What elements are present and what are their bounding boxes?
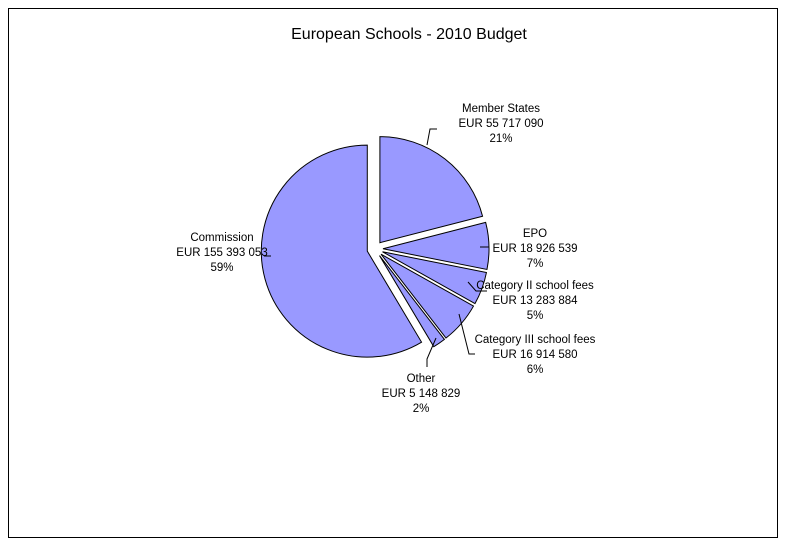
leader-line xyxy=(458,313,475,355)
slice-label-name: Category II school fees xyxy=(476,280,594,292)
pie-slice-category-ii-school-fees xyxy=(382,251,488,305)
pie-slice-other xyxy=(379,255,446,348)
slice-label-name: Category III school fees xyxy=(475,334,596,346)
slice-label-percent: 21% xyxy=(489,133,512,145)
pie-chart: European Schools - 2010 Budget Member St… xyxy=(176,26,596,415)
slice-label: Member States EUR 55 717 090 21% xyxy=(458,103,543,145)
slice-label-name: Other xyxy=(407,373,436,385)
slice-label-value-text: EUR 155 393 053 xyxy=(176,247,267,259)
slice-label-value-text: EUR 18 926 539 xyxy=(492,243,577,255)
pie-slice-epo xyxy=(382,221,490,271)
slice-label-name: Member States xyxy=(462,103,540,115)
pie-slice-member-states xyxy=(379,136,484,244)
slice-label: Category III school fees EUR 16 914 580 6% xyxy=(475,334,596,376)
chart-title: European Schools - 2010 Budget xyxy=(291,26,527,43)
pie-slice-commission xyxy=(260,144,423,358)
slice-label-name: Commission xyxy=(190,232,253,244)
slice-label-value-text: EUR 55 717 090 xyxy=(458,118,543,130)
slice-label-percent: 6% xyxy=(527,364,544,376)
slice-label-value-text: EUR 13 283 884 xyxy=(492,295,578,307)
slice-label: Other EUR 5 148 829 2% xyxy=(382,373,461,415)
chart-area: European Schools - 2010 Budget Member St… xyxy=(8,8,778,538)
slice-label-percent: 59% xyxy=(210,262,233,274)
slice-label-value-text: EUR 16 914 580 xyxy=(492,349,577,361)
leader-line xyxy=(467,281,487,292)
slice-label-percent: 2% xyxy=(413,403,430,415)
slice-label: Category II school fees EUR 13 283 884 5% xyxy=(476,280,594,322)
slice-label-percent: 5% xyxy=(527,310,544,322)
leader-line xyxy=(426,128,437,146)
leader-line xyxy=(426,337,437,367)
slice-label-value-text: EUR 5 148 829 xyxy=(382,388,461,400)
slice-label: EPO EUR 18 926 539 7% xyxy=(492,228,577,270)
slice-label-name: EPO xyxy=(523,228,547,240)
slice-label: Commission EUR 155 393 053 59% xyxy=(176,232,267,274)
slice-label-percent: 7% xyxy=(527,258,544,270)
